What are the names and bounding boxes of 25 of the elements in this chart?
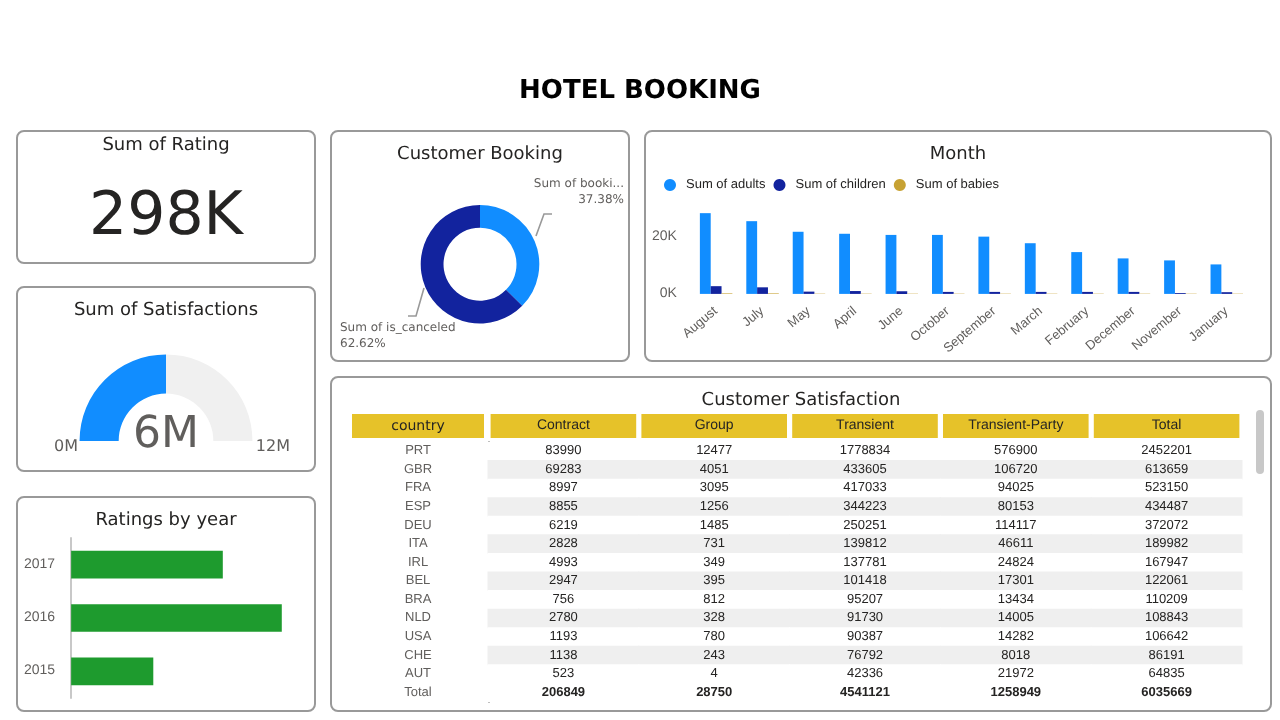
bar xyxy=(1210,264,1222,294)
bar xyxy=(710,286,722,294)
chart-title: Customer Satisfaction xyxy=(701,391,901,411)
text: Sum of Rating xyxy=(100,136,232,156)
text: HOTEL BOOKING xyxy=(517,76,763,106)
bar xyxy=(885,234,897,294)
bar xyxy=(931,234,943,294)
bar xyxy=(746,221,758,294)
bar xyxy=(1071,252,1083,294)
text: 6M xyxy=(133,409,199,459)
bar xyxy=(757,287,768,294)
bar xyxy=(978,236,990,294)
text: 12M xyxy=(255,437,291,455)
bar xyxy=(699,213,711,294)
bar xyxy=(1024,243,1036,294)
chart-title: Sum of Satisfactions xyxy=(73,301,259,321)
chart-title: Customer Booking xyxy=(397,145,563,165)
bar xyxy=(1164,260,1175,294)
text: 298K xyxy=(87,180,246,250)
bar xyxy=(1117,258,1129,294)
bar xyxy=(839,233,850,294)
text: 0M xyxy=(54,437,79,455)
chart-title: Ratings by year xyxy=(95,511,238,531)
chart-title: Month xyxy=(929,145,987,165)
bar xyxy=(792,231,804,294)
